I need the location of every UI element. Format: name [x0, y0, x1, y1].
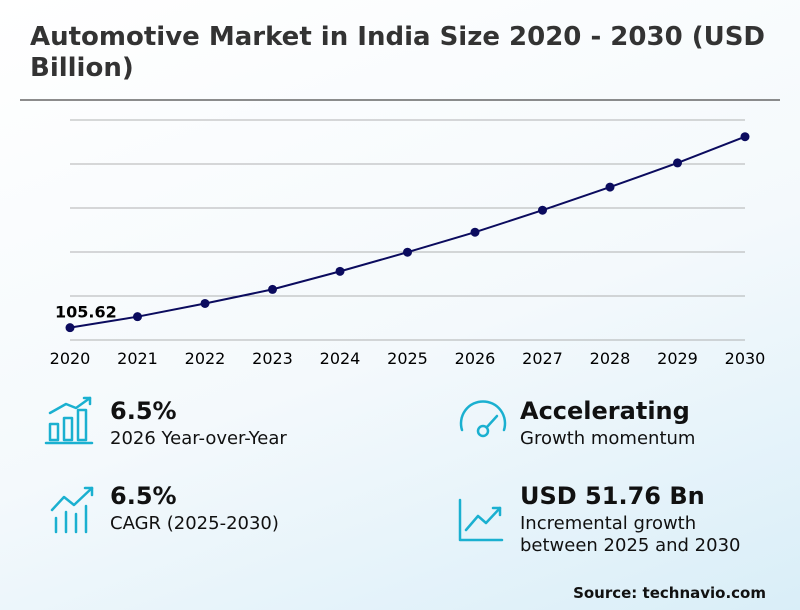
bar-chart-icon — [44, 396, 94, 445]
metric-value: 6.5% — [110, 482, 177, 510]
line — [69, 135, 746, 329]
source: Source: technavio.com — [573, 584, 766, 602]
x-tick-label: 2026 — [455, 349, 496, 368]
point — [470, 227, 480, 237]
metric: 6.5% CAGR (2025-2030) — [110, 481, 360, 535]
point — [673, 158, 682, 168]
point — [403, 247, 412, 257]
metric: 6.5% 2026 Year-over-Year — [110, 396, 360, 450]
x-tick-label: 2028 — [590, 349, 631, 368]
point — [538, 205, 547, 215]
x-tick-label: 2027 — [522, 349, 563, 368]
x-tick-label: 2023 — [252, 349, 293, 368]
point — [335, 266, 345, 276]
x-tick-label: 2029 — [657, 349, 698, 368]
point — [268, 284, 277, 294]
metric-value: USD 51.76 Bn — [520, 482, 705, 510]
point — [200, 298, 210, 308]
x-tick-label: 2022 — [185, 349, 226, 368]
x-tick-label: 2030 — [725, 349, 766, 368]
gauge-icon — [459, 400, 507, 438]
x-tick-label: 2021 — [117, 349, 158, 368]
point — [65, 323, 75, 333]
metric-label: CAGR (2025-2030) — [110, 513, 279, 534]
x-tick-label: 2024 — [320, 349, 361, 368]
point — [133, 312, 142, 322]
data-label: 105.62 — [55, 303, 117, 322]
metric-value: Accelerating — [520, 397, 690, 425]
point — [740, 132, 750, 142]
growth-icon — [50, 486, 94, 534]
point — [605, 182, 615, 192]
metric: USD 51.76 Bn Incremental growth between … — [520, 481, 770, 557]
x-tick-label: 2025 — [387, 349, 428, 368]
trend-icon — [458, 498, 504, 542]
x-tick-label: 2020 — [50, 349, 91, 368]
icons — [44, 396, 507, 542]
metric: Accelerating Growth momentum — [520, 396, 770, 450]
chart-title: Automotive Market in India Size 2020 - 2… — [30, 22, 766, 83]
metric-label: 2026 Year-over-Year — [110, 428, 287, 449]
metric-value: 6.5% — [110, 397, 177, 425]
metric-label: Growth momentum — [520, 428, 696, 449]
metric-label: Incremental growth between 2025 and 2030 — [520, 513, 741, 556]
